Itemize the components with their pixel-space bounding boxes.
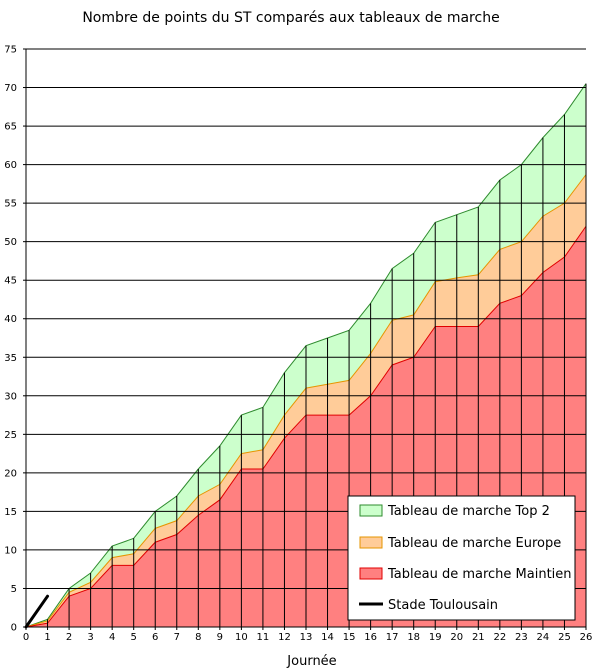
x-tick-label-14: 14 (321, 632, 334, 643)
x-tick-label-15: 15 (343, 632, 356, 643)
x-tick-label-12: 12 (278, 632, 291, 643)
x-tick-label-22: 22 (493, 632, 506, 643)
y-tick-label-9: 45 (4, 276, 17, 287)
y-tick-labels: 0 5 10 15 20 25 30 35 40 45 50 55 60 65 70 75 (4, 45, 26, 634)
legend-label-top2: Tableau de marche Top 2 (387, 504, 550, 519)
y-tick-label-5: 25 (4, 430, 17, 441)
x-tick-labels: 0 1 2 3 4 5 6 7 8 9 10 11 12 13 14 15 16 17 18 19 20 21 22 23 24… (23, 627, 593, 643)
y-tick-label-15: 75 (4, 45, 17, 56)
y-tick-label-0: 0 (11, 623, 17, 634)
x-tick-label-4: 4 (109, 632, 115, 643)
y-tick-label-6: 30 (4, 391, 17, 402)
x-tick-label-6: 6 (152, 632, 158, 643)
stade-toulousain-line-group (24, 594, 50, 629)
y-tick-label-10: 50 (4, 237, 17, 248)
x-tick-label-2: 2 (66, 632, 72, 643)
legend-label-europe: Tableau de marche Europe (387, 536, 561, 551)
y-tick-label-13: 65 (4, 122, 17, 133)
x-tick-label-16: 16 (364, 632, 377, 643)
x-tick-label-25: 25 (558, 632, 571, 643)
y-tick-label-7: 35 (4, 353, 17, 364)
x-tick-label-19: 19 (429, 632, 442, 643)
x-tick-label-8: 8 (195, 632, 201, 643)
y-tick-label-12: 60 (4, 160, 17, 171)
x-tick-label-0: 0 (23, 632, 29, 643)
y-tick-label-2: 10 (4, 545, 17, 556)
x-tick-label-18: 18 (407, 632, 420, 643)
x-tick-label-10: 10 (235, 632, 248, 643)
x-tick-label-20: 20 (450, 632, 463, 643)
legend-swatch-maintien (359, 567, 383, 580)
legend-label-maintien: Tableau de marche Maintien (387, 567, 572, 582)
x-tick-label-7: 7 (174, 632, 180, 643)
line-series-stade-toulousain (24, 594, 50, 629)
x-tick-label-3: 3 (87, 632, 93, 643)
x-tick-label-24: 24 (537, 632, 550, 643)
x-tick-label-23: 23 (515, 632, 528, 643)
legend-swatch-top2 (359, 504, 383, 517)
legend-label-stade-toulousain: Stade Toulousain (388, 598, 498, 613)
x-tick-label-11: 11 (257, 632, 270, 643)
horizontal-gridlines (26, 48, 586, 589)
y-tick-label-1: 5 (11, 584, 17, 595)
y-tick-label-11: 55 (4, 199, 17, 210)
legend-box (347, 495, 576, 621)
x-tick-label-13: 13 (300, 632, 313, 643)
y-tick-label-8: 40 (4, 314, 17, 325)
x-tick-label-21: 21 (472, 632, 485, 643)
x-axis-title: Journée (286, 654, 336, 669)
legend: Tableau de marche Top 2 Tableau de march… (347, 495, 576, 621)
x-tick-label-5: 5 (131, 632, 137, 643)
x-tick-label-26: 26 (580, 632, 593, 643)
y-tick-label-14: 70 (4, 83, 17, 94)
x-tick-label-1: 1 (44, 632, 50, 643)
legend-swatch-europe (359, 536, 383, 549)
y-tick-label-4: 20 (4, 468, 17, 479)
x-tick-label-9: 9 (217, 632, 223, 643)
chart-title: Nombre de points du ST comparés aux tabl… (82, 10, 499, 26)
y-tick-label-3: 15 (4, 507, 17, 518)
x-tick-label-17: 17 (386, 632, 399, 643)
